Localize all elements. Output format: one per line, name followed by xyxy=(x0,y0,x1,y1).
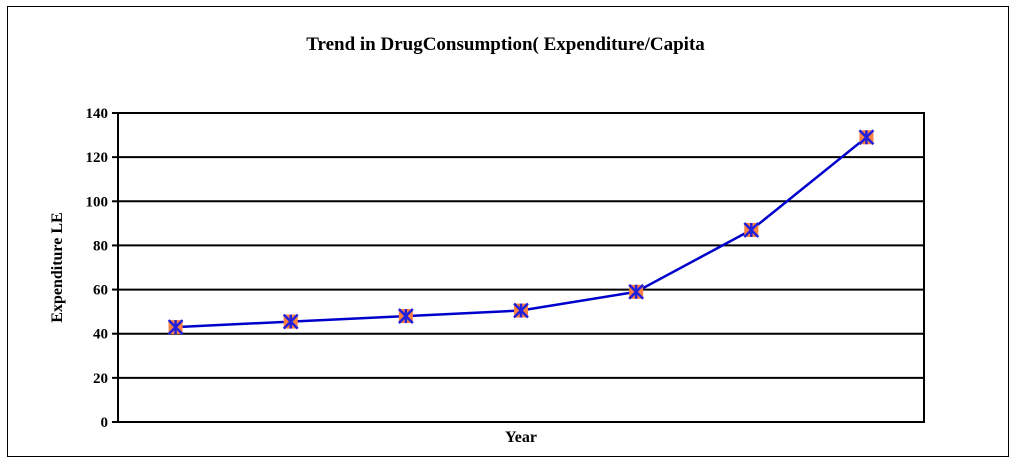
y-tick-label: 20 xyxy=(93,371,108,387)
chart-title: Trend in DrugConsumption( Expenditure/Ca… xyxy=(306,34,705,55)
data-point xyxy=(397,308,414,324)
y-tick-label: 0 xyxy=(101,415,109,431)
x-axis-label: Year xyxy=(505,429,537,446)
chart-frame xyxy=(7,6,1009,457)
y-tick-label: 40 xyxy=(93,327,108,343)
data-markers xyxy=(167,129,875,335)
data-point xyxy=(282,313,299,330)
data-point xyxy=(628,283,645,300)
plot-area xyxy=(117,112,925,423)
y-axis-label: Expenditure LE xyxy=(49,212,66,322)
y-tick-label: 120 xyxy=(86,150,109,166)
data-point xyxy=(743,222,760,238)
y-tick-label: 80 xyxy=(93,238,108,254)
data-point xyxy=(513,302,529,319)
y-tick-label: 140 xyxy=(86,106,109,122)
y-axis-ticks: 0 20 40 60 80 100 120 140 xyxy=(86,106,118,431)
y-tick-label: 100 xyxy=(86,194,109,210)
data-point xyxy=(167,319,184,335)
y-tick-label: 60 xyxy=(93,283,108,299)
series-line xyxy=(175,136,868,329)
data-point xyxy=(858,129,875,146)
gridlines xyxy=(118,156,924,379)
